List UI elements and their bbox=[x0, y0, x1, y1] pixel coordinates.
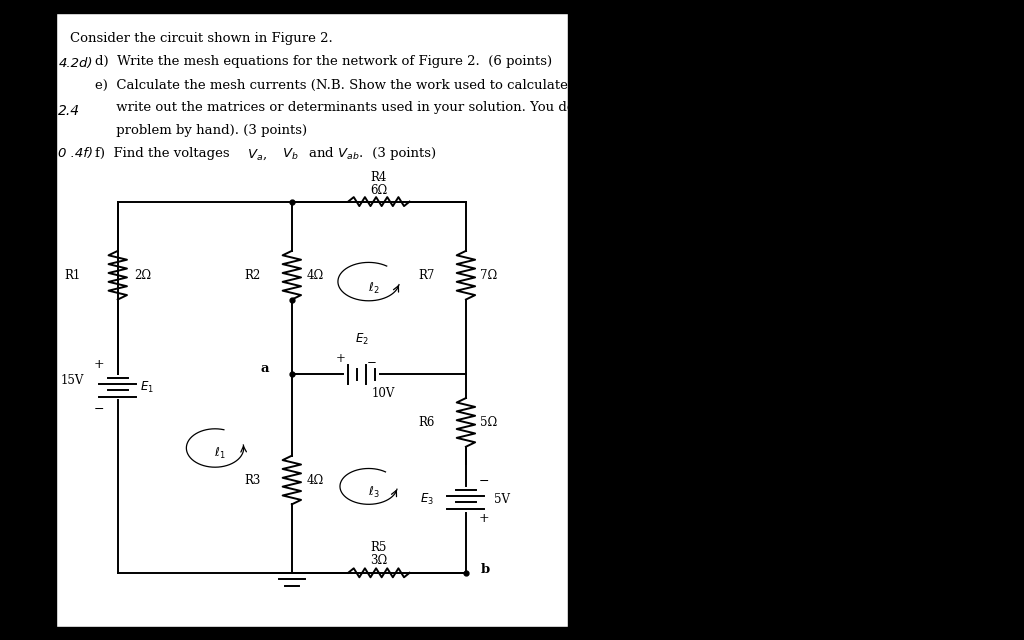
Text: 4.2d): 4.2d) bbox=[58, 57, 93, 70]
Text: b: b bbox=[480, 563, 490, 576]
Text: 15V: 15V bbox=[61, 374, 84, 387]
Text: R1: R1 bbox=[65, 269, 81, 282]
Text: 7Ω: 7Ω bbox=[480, 269, 498, 282]
Text: +: + bbox=[94, 358, 104, 371]
Text: R7: R7 bbox=[419, 269, 435, 282]
Text: (3 points): (3 points) bbox=[368, 147, 436, 161]
Text: 4Ω: 4Ω bbox=[306, 269, 324, 282]
Text: write out the matrices or determinants used in your solution. You do NOT have to: write out the matrices or determinants u… bbox=[95, 101, 772, 115]
Text: d)  Write the mesh equations for the network of Figure 2.  (6 points): d) Write the mesh equations for the netw… bbox=[95, 55, 552, 68]
Text: −: − bbox=[94, 403, 104, 416]
Text: $E_1$: $E_1$ bbox=[140, 380, 155, 395]
Text: Consider the circuit shown in Figure 2.: Consider the circuit shown in Figure 2. bbox=[70, 31, 333, 45]
Text: $V_b$: $V_b$ bbox=[278, 147, 298, 161]
Text: 4Ω: 4Ω bbox=[306, 474, 324, 486]
Text: $E_3$: $E_3$ bbox=[420, 492, 434, 507]
Text: $V_a$,: $V_a$, bbox=[247, 147, 267, 162]
Bar bbox=[56, 13, 568, 627]
Text: e)  Calculate the mesh currents (N.B. Show the work used to calculate the mesh c: e) Calculate the mesh currents (N.B. Sho… bbox=[95, 78, 750, 92]
Text: $\ell_2$: $\ell_2$ bbox=[368, 280, 380, 296]
Text: 0 .4f): 0 .4f) bbox=[58, 147, 93, 161]
Text: R4: R4 bbox=[371, 171, 387, 184]
Text: problem by hand). (3 points): problem by hand). (3 points) bbox=[95, 124, 307, 138]
Text: $\ell_3$: $\ell_3$ bbox=[368, 485, 380, 500]
Text: a: a bbox=[261, 362, 269, 374]
Text: and $V_{ab}$.: and $V_{ab}$. bbox=[304, 145, 364, 161]
Text: 2Ω: 2Ω bbox=[134, 269, 152, 282]
Text: $E_2$: $E_2$ bbox=[354, 332, 369, 347]
Text: R2: R2 bbox=[245, 269, 261, 282]
Text: R5: R5 bbox=[371, 541, 387, 554]
Text: $\ell_1$: $\ell_1$ bbox=[214, 445, 226, 461]
Text: −: − bbox=[367, 355, 377, 368]
Text: +: + bbox=[478, 512, 488, 525]
Text: R6: R6 bbox=[419, 416, 435, 429]
Text: 5Ω: 5Ω bbox=[480, 416, 498, 429]
Text: +: + bbox=[336, 352, 346, 365]
Text: 10V: 10V bbox=[372, 387, 395, 400]
Text: −: − bbox=[478, 475, 488, 488]
Text: 2.4: 2.4 bbox=[58, 104, 81, 118]
Text: 3Ω: 3Ω bbox=[371, 554, 387, 566]
Text: R3: R3 bbox=[245, 474, 261, 486]
Text: 5V: 5V bbox=[494, 493, 510, 506]
Text: f)  Find the voltages: f) Find the voltages bbox=[95, 147, 234, 161]
Text: 6Ω: 6Ω bbox=[371, 184, 387, 196]
